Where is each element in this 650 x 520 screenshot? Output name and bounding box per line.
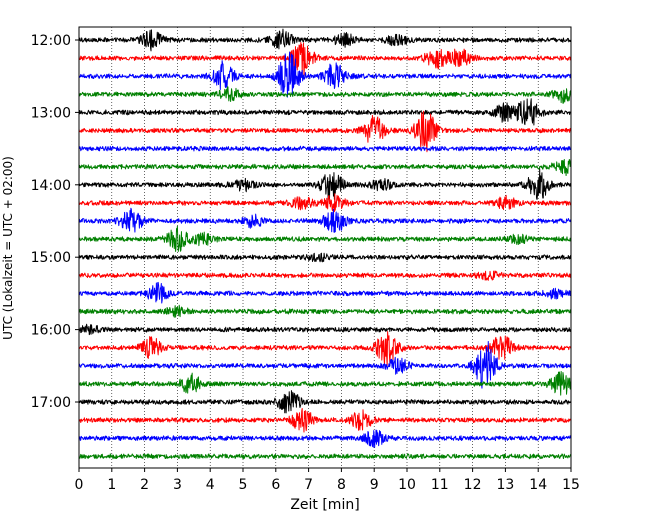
trace-line xyxy=(78,390,572,414)
trace-line xyxy=(78,252,572,263)
trace-line xyxy=(78,168,572,202)
trace-line xyxy=(78,331,572,366)
trace-line xyxy=(78,281,572,304)
x-tick-label: 6 xyxy=(271,477,280,493)
trace-line xyxy=(78,51,572,98)
x-tick-label: 0 xyxy=(75,477,84,493)
x-tick-label: 12 xyxy=(464,477,482,493)
trace-line xyxy=(78,270,572,281)
x-axis-ticks: 0 1 2 3 4 5 6 7 8 9 10 11 12 13 14 15 xyxy=(75,468,580,493)
y-tick-label: 13:00 xyxy=(31,105,71,121)
x-tick-label: 1 xyxy=(107,477,116,493)
trace-line xyxy=(78,323,572,336)
x-tick-label: 4 xyxy=(206,477,215,493)
x-tick-label: 15 xyxy=(562,477,580,493)
x-tick-label: 10 xyxy=(398,477,416,493)
x-tick-label: 3 xyxy=(173,477,182,493)
trace-line xyxy=(78,98,572,126)
trace-line xyxy=(78,110,572,153)
plot-frame xyxy=(78,26,572,469)
trace-line xyxy=(78,225,572,252)
y-axis-ticks: 12:00 13:00 14:00 15:00 16:00 17:00 xyxy=(31,33,79,411)
trace-line xyxy=(78,207,572,233)
trace-line xyxy=(78,193,572,213)
y-tick-label: 12:00 xyxy=(31,33,71,49)
trace-line xyxy=(78,28,572,52)
trace-line xyxy=(78,159,572,177)
y-tick-label: 17:00 xyxy=(31,395,71,411)
y-tick-label: 15:00 xyxy=(31,250,71,266)
x-tick-label: 11 xyxy=(431,477,449,493)
trace-line xyxy=(78,304,572,318)
x-tick-label: 9 xyxy=(370,477,379,493)
x-axis-label: Zeit [min] xyxy=(290,497,359,513)
trace-line xyxy=(78,86,572,104)
x-tick-label: 8 xyxy=(337,477,346,493)
x-tick-label: 13 xyxy=(496,477,514,493)
trace-line xyxy=(78,341,572,389)
y-axis-label: UTC (Lokalzeit = UTC + 02:00) xyxy=(1,156,15,340)
trace-line xyxy=(78,370,572,396)
x-tick-label: 5 xyxy=(239,477,248,493)
trace-line xyxy=(78,145,572,152)
x-tick-label: 7 xyxy=(304,477,313,493)
y-tick-label: 14:00 xyxy=(31,178,71,194)
y-tick-label: 16:00 xyxy=(31,323,71,339)
trace-line xyxy=(78,429,572,448)
x-tick-label: 14 xyxy=(529,477,547,493)
trace-line xyxy=(78,407,572,433)
trace-line xyxy=(78,42,572,76)
trace-line xyxy=(78,453,572,460)
trace-lines xyxy=(78,28,572,460)
x-tick-label: 2 xyxy=(140,477,149,493)
